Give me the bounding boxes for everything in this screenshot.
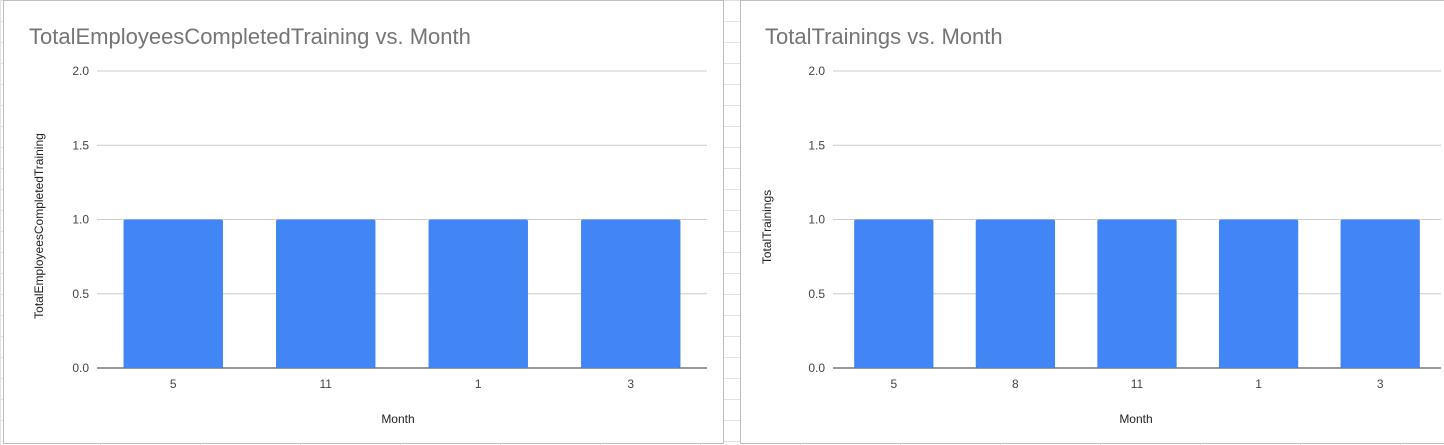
x-axis-title: Month bbox=[381, 412, 414, 426]
bar-month-1[interactable] bbox=[428, 219, 528, 369]
y-tick-label: 0.0 bbox=[72, 361, 89, 375]
chart-card-total-trainings[interactable]: TotalTrainings vs. Month 0.0 0.5 1.0 1.5 2.0… bbox=[740, 0, 1444, 444]
bar-month-5[interactable] bbox=[123, 219, 223, 369]
y-tick-label: 1.5 bbox=[72, 138, 89, 152]
chart-title: TotalEmployeesCompletedTraining vs. Mont… bbox=[29, 24, 471, 49]
y-tick-label: 1.0 bbox=[72, 213, 89, 227]
x-tick-label: 1 bbox=[1255, 377, 1262, 391]
bar-month-3[interactable] bbox=[1340, 219, 1420, 369]
y-tick-label: 2.0 bbox=[808, 64, 825, 78]
bar-month-3[interactable] bbox=[581, 219, 681, 369]
x-axis-title: Month bbox=[1119, 412, 1152, 426]
x-tick-label: 11 bbox=[1131, 377, 1144, 391]
y-tick-label: 0.5 bbox=[808, 287, 825, 301]
bar-month-11[interactable] bbox=[276, 219, 376, 369]
bar-month-8[interactable] bbox=[975, 219, 1056, 369]
x-tick-label: 1 bbox=[475, 377, 482, 391]
chart-card-employees-completed[interactable]: TotalEmployeesCompletedTraining vs. Mont… bbox=[3, 0, 724, 444]
x-tick-label: 5 bbox=[170, 377, 177, 391]
chart-employees-completed: TotalEmployeesCompletedTraining vs. Mont… bbox=[29, 24, 707, 426]
chart-title: TotalTrainings vs. Month bbox=[765, 24, 1003, 49]
y-axis-title: TotalEmployeesCompletedTraining bbox=[32, 133, 46, 319]
x-tick-label: 3 bbox=[627, 377, 634, 391]
x-tick-label: 5 bbox=[890, 377, 897, 391]
y-axis-title: TotalTrainings bbox=[760, 190, 774, 264]
x-tick-label: 3 bbox=[1377, 377, 1384, 391]
bar-month-1[interactable] bbox=[1218, 219, 1299, 369]
y-tick-label: 0.0 bbox=[808, 361, 825, 375]
x-tick-label: 11 bbox=[320, 377, 333, 391]
y-tick-label: 1.0 bbox=[808, 213, 825, 227]
y-tick-label: 0.5 bbox=[72, 287, 89, 301]
chart-total-trainings: TotalTrainings vs. Month 0.0 0.5 1.0 1.5 2.0… bbox=[760, 24, 1441, 426]
bar-month-11[interactable] bbox=[1097, 219, 1177, 369]
x-tick-label: 8 bbox=[1012, 377, 1019, 391]
bar-month-5[interactable] bbox=[854, 219, 934, 369]
y-tick-label: 2.0 bbox=[72, 64, 89, 78]
y-tick-label: 1.5 bbox=[808, 138, 825, 152]
